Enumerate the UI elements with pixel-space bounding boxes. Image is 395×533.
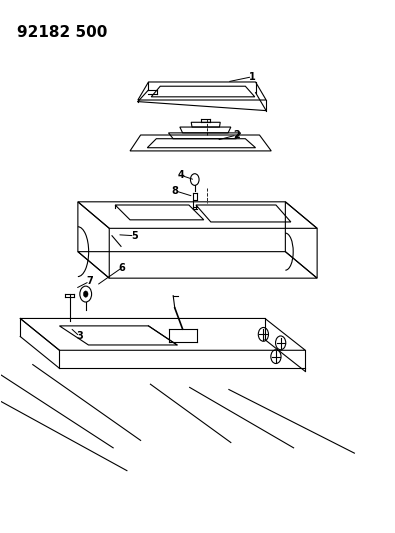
Text: 1: 1 — [249, 71, 256, 82]
Text: 92182 500: 92182 500 — [17, 25, 107, 41]
Text: 8: 8 — [171, 185, 178, 196]
Circle shape — [83, 291, 88, 297]
Text: 7: 7 — [86, 276, 93, 286]
Text: 2: 2 — [233, 130, 240, 140]
Text: 4: 4 — [178, 171, 184, 180]
Text: 5: 5 — [132, 231, 138, 241]
Text: 6: 6 — [119, 263, 126, 272]
Text: 3: 3 — [77, 332, 83, 342]
